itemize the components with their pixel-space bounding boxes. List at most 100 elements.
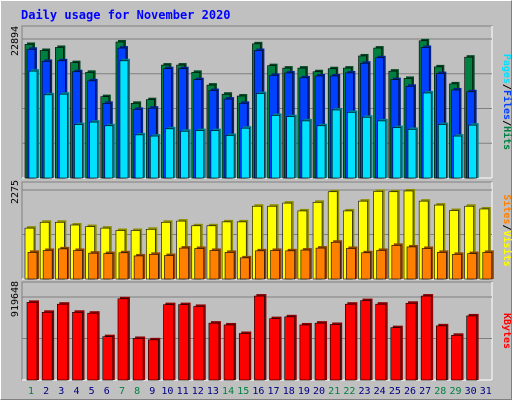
bar-pages-19 [301, 120, 311, 179]
x-tick-26: 26 [404, 386, 416, 397]
x-tick-25: 25 [389, 386, 401, 397]
bar-sites-14 [224, 252, 235, 280]
bar-sites-17 [270, 250, 280, 280]
bar-kbytes-19 [299, 324, 311, 381]
bar-kbytes-11 [178, 304, 189, 381]
bar-kbytes-1 [26, 302, 38, 381]
x-tick-2: 2 [43, 386, 49, 397]
bar-sites-24 [376, 250, 386, 280]
x-tick-16: 16 [252, 386, 264, 397]
bar-kbytes-26 [405, 302, 417, 381]
x-tick-19: 19 [298, 386, 310, 397]
bar-sites-16 [255, 250, 265, 280]
bar-pages-6 [104, 125, 114, 179]
bar-sites-3 [58, 248, 68, 280]
x-tick-27: 27 [419, 386, 431, 397]
bar-kbytes-17 [269, 318, 280, 381]
bar-kbytes-15 [238, 333, 250, 381]
bar-sites-26 [406, 246, 417, 280]
bar-kbytes-21 [329, 324, 341, 381]
bar-pages-4 [74, 124, 83, 179]
bar-kbytes-13 [208, 322, 220, 381]
x-tick-1: 1 [28, 386, 34, 397]
bar-kbytes-12 [193, 306, 205, 381]
legend-kbytes-panel: KBytes [501, 313, 512, 349]
bar-sites-8 [133, 255, 144, 280]
bar-pages-25 [392, 127, 402, 179]
bar-pages-26 [407, 129, 417, 179]
bar-kbytes-4 [72, 312, 83, 381]
y-max-label: 919648 [10, 281, 21, 317]
bar-sites-27 [421, 248, 432, 280]
bar-sites-13 [209, 250, 220, 280]
x-tick-6: 6 [104, 386, 110, 397]
bar-kbytes-14 [223, 324, 235, 381]
bar-pages-20 [316, 125, 326, 179]
bar-pages-3 [59, 93, 68, 179]
bar-sites-19 [300, 249, 311, 280]
x-tick-21: 21 [328, 386, 340, 397]
bar-pages-8 [134, 134, 144, 179]
x-tick-15: 15 [237, 386, 249, 397]
x-tick-4: 4 [73, 386, 79, 397]
bar-sites-5 [88, 252, 98, 280]
bar-kbytes-10 [163, 304, 174, 381]
bar-kbytes-30 [466, 315, 477, 381]
bar-sites-6 [103, 253, 114, 280]
bar-kbytes-8 [132, 338, 144, 381]
bar-pages-14 [225, 135, 235, 179]
legend-label: / [501, 84, 512, 90]
x-tick-18: 18 [283, 386, 295, 397]
legend-label: KBytes [501, 313, 512, 349]
bar-kbytes-22 [345, 303, 356, 381]
legend-label: Files [501, 90, 512, 120]
x-tick-9: 9 [149, 386, 155, 397]
bar-pages-29 [453, 135, 462, 179]
bar-pages-17 [271, 115, 280, 179]
x-tick-8: 8 [134, 386, 140, 397]
chart-title: Daily usage for November 2020 [21, 8, 231, 22]
bar-pages-18 [286, 116, 296, 179]
x-tick-3: 3 [58, 386, 64, 397]
legend-hits-files-pages-panel: Pages/Files/Hits [501, 54, 512, 150]
bar-sites-25 [391, 245, 402, 280]
bar-pages-1 [28, 70, 38, 179]
bar-kbytes-16 [254, 295, 265, 381]
bar-sites-31 [482, 252, 493, 280]
bar-sites-11 [179, 247, 189, 280]
x-tick-11: 11 [177, 386, 189, 397]
bar-pages-10 [165, 128, 174, 179]
x-tick-28: 28 [434, 386, 446, 397]
bar-sites-30 [467, 253, 477, 280]
bar-kbytes-5 [87, 312, 98, 381]
bar-kbytes-23 [360, 300, 371, 381]
bar-pages-27 [422, 92, 432, 179]
bar-sites-15 [239, 257, 250, 280]
bar-sites-20 [315, 247, 326, 280]
bar-sites-7 [118, 252, 129, 280]
bar-kbytes-3 [57, 303, 68, 381]
bar-pages-15 [240, 127, 250, 179]
bar-pages-23 [362, 116, 371, 179]
x-tick-17: 17 [268, 386, 280, 397]
bar-kbytes-2 [41, 312, 53, 381]
legend-label: Pages [501, 54, 512, 84]
bar-sites-23 [361, 252, 371, 280]
bar-sites-4 [73, 250, 83, 280]
bar-sites-21 [330, 241, 341, 280]
bar-pages-2 [43, 94, 53, 179]
bar-pages-21 [331, 109, 341, 179]
bar-pages-12 [195, 130, 205, 179]
bar-sites-1 [27, 252, 38, 280]
legend-label: / [501, 224, 512, 230]
bar-pages-22 [347, 112, 356, 179]
bar-pages-30 [468, 124, 477, 179]
legend-label: Visits [501, 231, 512, 267]
bar-sites-9 [148, 254, 159, 280]
bar-kbytes-20 [314, 322, 326, 381]
x-tick-20: 20 [313, 386, 325, 397]
bar-kbytes-18 [284, 316, 296, 381]
bar-pages-13 [210, 130, 220, 179]
bar-kbytes-9 [147, 339, 159, 381]
